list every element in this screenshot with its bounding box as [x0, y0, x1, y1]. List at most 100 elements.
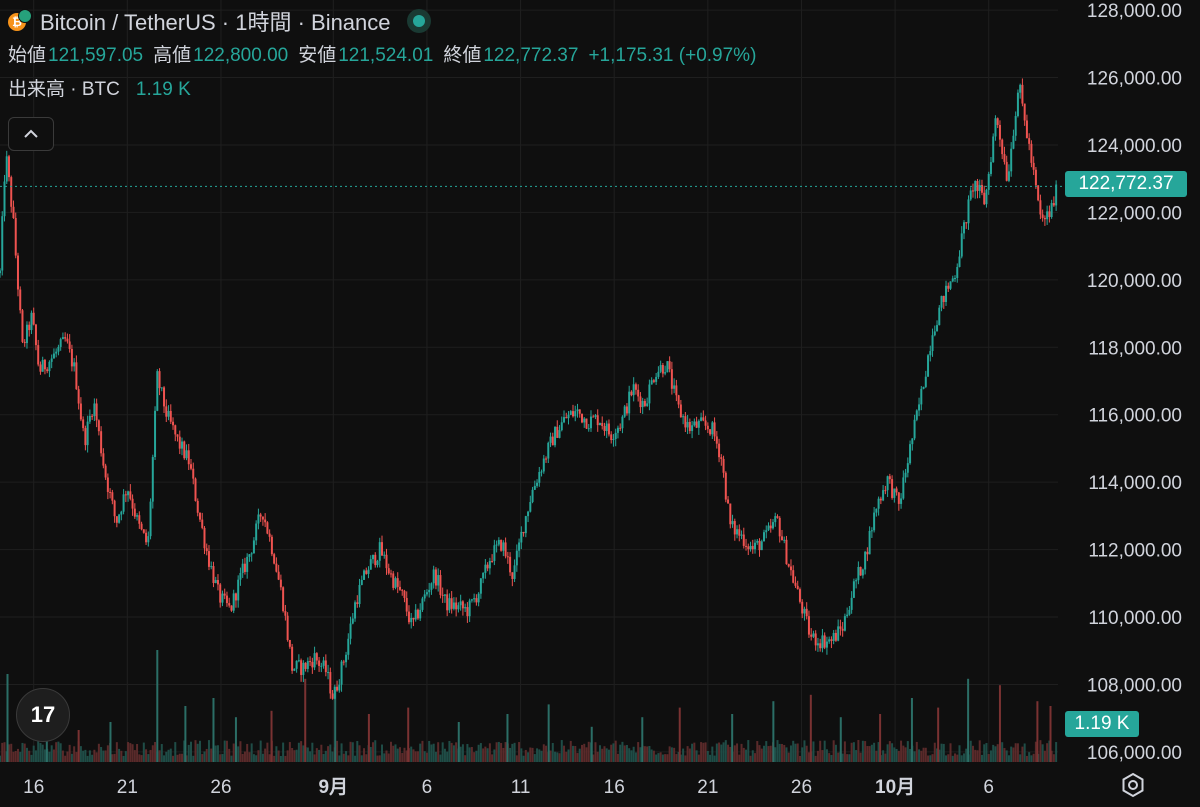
- candle-body: [558, 430, 561, 438]
- volume-bar: [243, 751, 246, 762]
- candle-body: [367, 569, 370, 574]
- volume-bar: [751, 750, 754, 762]
- symbol-title-row[interactable]: ₿ Bitcoin / TetherUS · 1時間 · Binance: [8, 4, 766, 38]
- volume-bar: [216, 745, 219, 762]
- volume-bar: [441, 742, 444, 762]
- candle-body: [906, 463, 909, 473]
- collapse-legend-button[interactable]: [8, 117, 54, 151]
- y-tick-label: 124,000.00: [1087, 136, 1182, 157]
- volume-bar: [237, 746, 240, 762]
- volume-spike: [184, 706, 187, 762]
- candle-body: [774, 516, 777, 523]
- candle-body: [857, 566, 860, 581]
- volume-bar: [336, 740, 339, 762]
- volume-bar: [648, 746, 651, 762]
- grid-lines: [0, 0, 1058, 762]
- candle-body: [693, 421, 696, 426]
- symbol-title[interactable]: Bitcoin / TetherUS · 1時間 · Binance: [40, 10, 391, 35]
- candle-body: [207, 551, 210, 567]
- candle-body: [419, 609, 422, 619]
- candle-body: [437, 575, 440, 586]
- volume-bar: [785, 747, 788, 762]
- volume-bar: [994, 746, 997, 762]
- volume-bar: [789, 745, 792, 762]
- candle-body: [394, 578, 397, 588]
- candle-body: [223, 593, 226, 596]
- volume-bar: [324, 750, 327, 762]
- volume-bar: [540, 750, 543, 762]
- candle-body: [603, 425, 606, 432]
- y-tick-label: 106,000.00: [1087, 743, 1182, 764]
- x-tick-label: 21: [117, 777, 138, 798]
- volume-bar: [385, 750, 388, 762]
- volume-bar: [75, 752, 78, 762]
- volume-bar: [64, 755, 67, 762]
- volume-bar: [720, 744, 723, 762]
- volume-bar: [677, 751, 680, 762]
- volume-spike: [809, 694, 812, 762]
- volume-bar: [686, 746, 689, 762]
- candle-body: [706, 425, 709, 430]
- volume-bar: [684, 755, 687, 762]
- volume-bar: [933, 742, 936, 762]
- settings-icon[interactable]: [1120, 772, 1146, 798]
- candle-body: [443, 594, 446, 596]
- volume-bar: [563, 745, 566, 762]
- volume-bar: [48, 751, 51, 762]
- volume-bar: [41, 744, 44, 762]
- candle-body: [747, 546, 750, 550]
- volume-bar: [983, 744, 986, 762]
- candle-body: [97, 420, 100, 432]
- candle-body: [416, 609, 419, 619]
- candle-body: [228, 603, 231, 606]
- candle-body: [122, 494, 125, 512]
- volume-bar: [172, 755, 175, 762]
- volume-bar: [327, 746, 330, 762]
- volume-spike: [156, 650, 159, 762]
- bitcoin-icon: ₿: [8, 9, 32, 33]
- volume-bar: [282, 742, 285, 762]
- volume-bar: [479, 743, 482, 762]
- candle-body: [291, 646, 294, 671]
- candle-body: [567, 414, 570, 419]
- volume-bar: [302, 745, 305, 762]
- volume-spike: [879, 714, 882, 762]
- volume-bar: [619, 744, 622, 762]
- candle-body: [198, 512, 201, 520]
- candlestick-series: [0, 78, 1058, 700]
- candle-body: [859, 566, 862, 576]
- volume-bar: [488, 743, 491, 762]
- volume-bar: [493, 749, 496, 762]
- candle-body: [12, 206, 15, 219]
- tradingview-logo[interactable]: 17: [16, 688, 70, 742]
- candle-body: [318, 660, 321, 666]
- volume-bar: [938, 749, 941, 762]
- volume-bar: [605, 748, 608, 762]
- status-dot-icon[interactable]: [406, 9, 431, 33]
- volume-bar: [572, 745, 575, 762]
- candle-body: [798, 589, 801, 602]
- volume-bar: [389, 741, 392, 762]
- last-volume-badge: 1.19 K: [1065, 711, 1139, 737]
- candle-body: [183, 441, 186, 459]
- candle-body: [466, 607, 469, 617]
- volume-spike: [109, 722, 112, 762]
- volume-legend[interactable]: 出来高 · BTC 1.19 K: [8, 74, 766, 108]
- volume-bar: [637, 742, 640, 762]
- x-axis[interactable]: 16 21 26 9月 6 11 16 21 26 10月 6: [23, 777, 994, 798]
- candle-body: [594, 415, 597, 417]
- candle-body: [634, 384, 637, 390]
- volume-bar: [776, 740, 779, 762]
- candle-body: [239, 572, 242, 580]
- volume-bar: [21, 742, 24, 762]
- volume-bar: [852, 742, 855, 762]
- volume-bar: [174, 742, 177, 762]
- candle-body: [956, 267, 959, 279]
- candle-body: [403, 590, 406, 598]
- volume-bar: [252, 754, 255, 762]
- volume-spike: [234, 717, 237, 762]
- volume-bar: [814, 755, 817, 762]
- y-axis[interactable]: 128,000.00 126,000.00 124,000.00 122,000.00…: [1087, 1, 1182, 764]
- volume-bar: [52, 749, 55, 762]
